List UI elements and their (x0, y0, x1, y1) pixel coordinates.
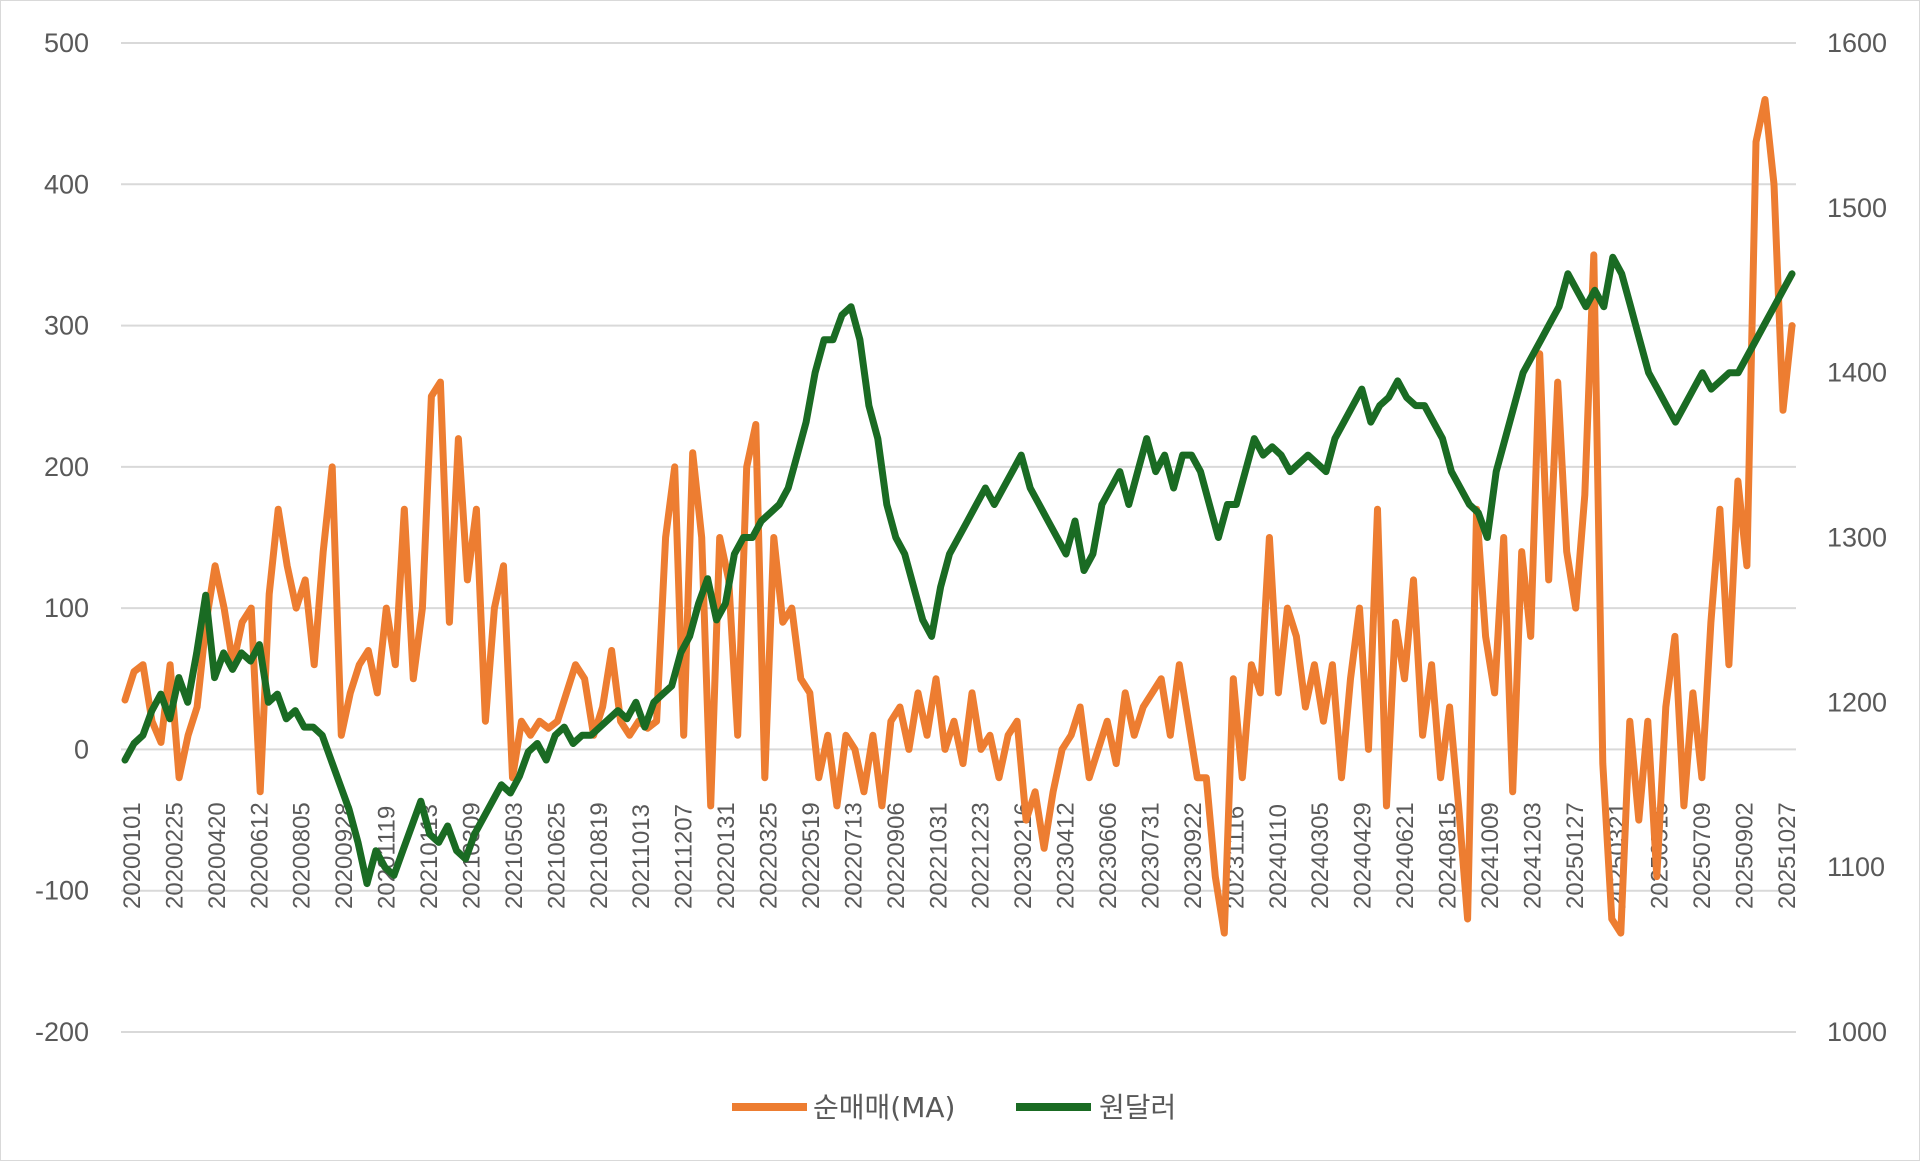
left-tick-label: 300 (44, 311, 89, 341)
x-tick-label: 20210819 (586, 802, 613, 909)
left-tick-label: 200 (44, 452, 89, 482)
x-tick-label: 20240305 (1307, 802, 1334, 909)
x-tick-label: 20211207 (671, 804, 698, 909)
x-tick-label: 20200612 (246, 802, 273, 909)
x-tick-label: 20250902 (1732, 802, 1759, 909)
left-axis-ticks: -200 -100 0 100 200 300 400 500 (35, 28, 89, 1047)
x-tick-label: 20220519 (798, 802, 825, 909)
left-tick-label: 400 (44, 169, 89, 199)
x-tick-label: 20221223 (968, 802, 995, 909)
series-lines (121, 96, 1796, 937)
right-tick-label: 1600 (1827, 28, 1887, 58)
x-tick-label: 20200420 (204, 802, 231, 909)
x-tick-label: 20200805 (289, 802, 316, 909)
x-tick-label: 20220906 (883, 802, 910, 909)
right-tick-label: 1100 (1827, 852, 1885, 882)
x-tick-label: 20241009 (1477, 802, 1504, 909)
x-tick-label: 20250127 (1562, 802, 1589, 909)
x-tick-label: 20230731 (1137, 802, 1164, 909)
x-tick-label: 20210113 (416, 804, 443, 909)
right-tick-label: 1500 (1827, 193, 1887, 223)
x-tick-label: 20221031 (925, 802, 952, 909)
x-tick-label: 20240621 (1392, 802, 1419, 909)
x-tick-label: 20200101 (119, 802, 146, 909)
x-tick-label: 20241203 (1519, 802, 1546, 909)
series-line-net-trading (121, 96, 1796, 937)
left-tick-label: 100 (44, 593, 89, 623)
x-tick-label: 20240429 (1350, 802, 1377, 909)
legend-label-krw-usd: 원달러 (1099, 1091, 1176, 1124)
x-tick-label: 20220325 (756, 802, 783, 909)
x-tick-label: 20210503 (501, 802, 528, 909)
x-tick-label: 20200225 (161, 802, 188, 909)
x-tick-label: 20251027 (1774, 802, 1801, 909)
x-tick-label: 20230922 (1180, 802, 1207, 909)
right-tick-label: 1200 (1827, 687, 1887, 717)
legend-label-net-trading: 순매매(MA) (813, 1091, 955, 1124)
right-tick-label: 1000 (1827, 1017, 1887, 1047)
x-tick-label: 20210625 (543, 802, 570, 909)
right-tick-label: 1300 (1827, 523, 1887, 553)
left-tick-label: -100 (35, 876, 89, 906)
x-tick-label: 20220713 (840, 802, 867, 909)
left-tick-label: -200 (35, 1017, 89, 1047)
legend: 순매매(MA) 원달러 (732, 1091, 1176, 1124)
x-tick-label: 20220131 (713, 802, 740, 909)
x-tick-label: 20230606 (1095, 802, 1122, 909)
x-tick-label: 20250709 (1689, 802, 1716, 909)
x-tick-label: 20211013 (628, 804, 655, 909)
left-tick-label: 500 (44, 28, 89, 58)
right-tick-label: 1400 (1827, 358, 1887, 388)
right-axis-ticks: 1000 1100 1200 1300 1400 1500 1600 (1827, 28, 1887, 1047)
series-line-krw-usd (121, 253, 1796, 888)
x-tick-label: 20240110 (1265, 804, 1292, 909)
left-tick-label: 0 (74, 734, 89, 764)
x-tick-label: 20230412 (1053, 802, 1080, 909)
